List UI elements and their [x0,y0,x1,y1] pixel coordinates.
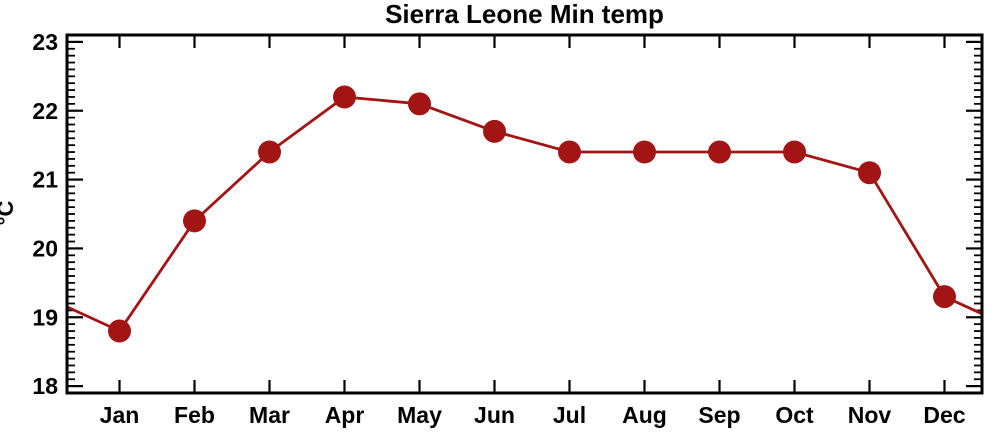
x-tick-label: Dec [923,402,965,428]
x-tick-label: May [397,402,442,428]
data-point-apr [333,85,356,109]
x-tick-label: Mar [249,402,290,428]
x-tick-label: Oct [775,402,814,428]
y-tick-label: 21 [32,167,58,193]
data-point-oct [783,140,806,164]
data-point-jul [558,140,581,164]
y-axis-label: °C [0,201,18,226]
axis-box [65,33,984,395]
data-point-may [408,92,431,116]
x-tick-label: Jun [474,402,515,428]
data-point-mar [258,140,281,164]
x-tick-label: Feb [174,402,215,428]
y-tick-label: 18 [32,373,58,399]
y-tick-label: 20 [32,235,58,261]
data-point-jun [483,119,506,143]
x-tick-label: Jan [100,402,140,428]
x-tick-label: Jul [553,402,586,428]
y-tick-label: 23 [32,29,58,55]
y-tick-label: 22 [32,98,58,124]
y-tick-label: 19 [32,304,58,330]
data-point-dec [933,285,956,309]
data-point-aug [633,140,656,164]
x-tick-label: Sep [698,402,740,428]
data-point-feb [183,209,206,233]
chart-title: Sierra Leone Min temp [385,0,664,29]
data-point-jan [108,319,131,343]
data-point-nov [858,161,881,185]
x-tick-label: Aug [622,402,667,428]
temperature-line [66,95,983,333]
x-tick-label: Nov [848,402,892,428]
data-point-sep [708,140,731,164]
x-tick-label: Apr [325,402,365,428]
